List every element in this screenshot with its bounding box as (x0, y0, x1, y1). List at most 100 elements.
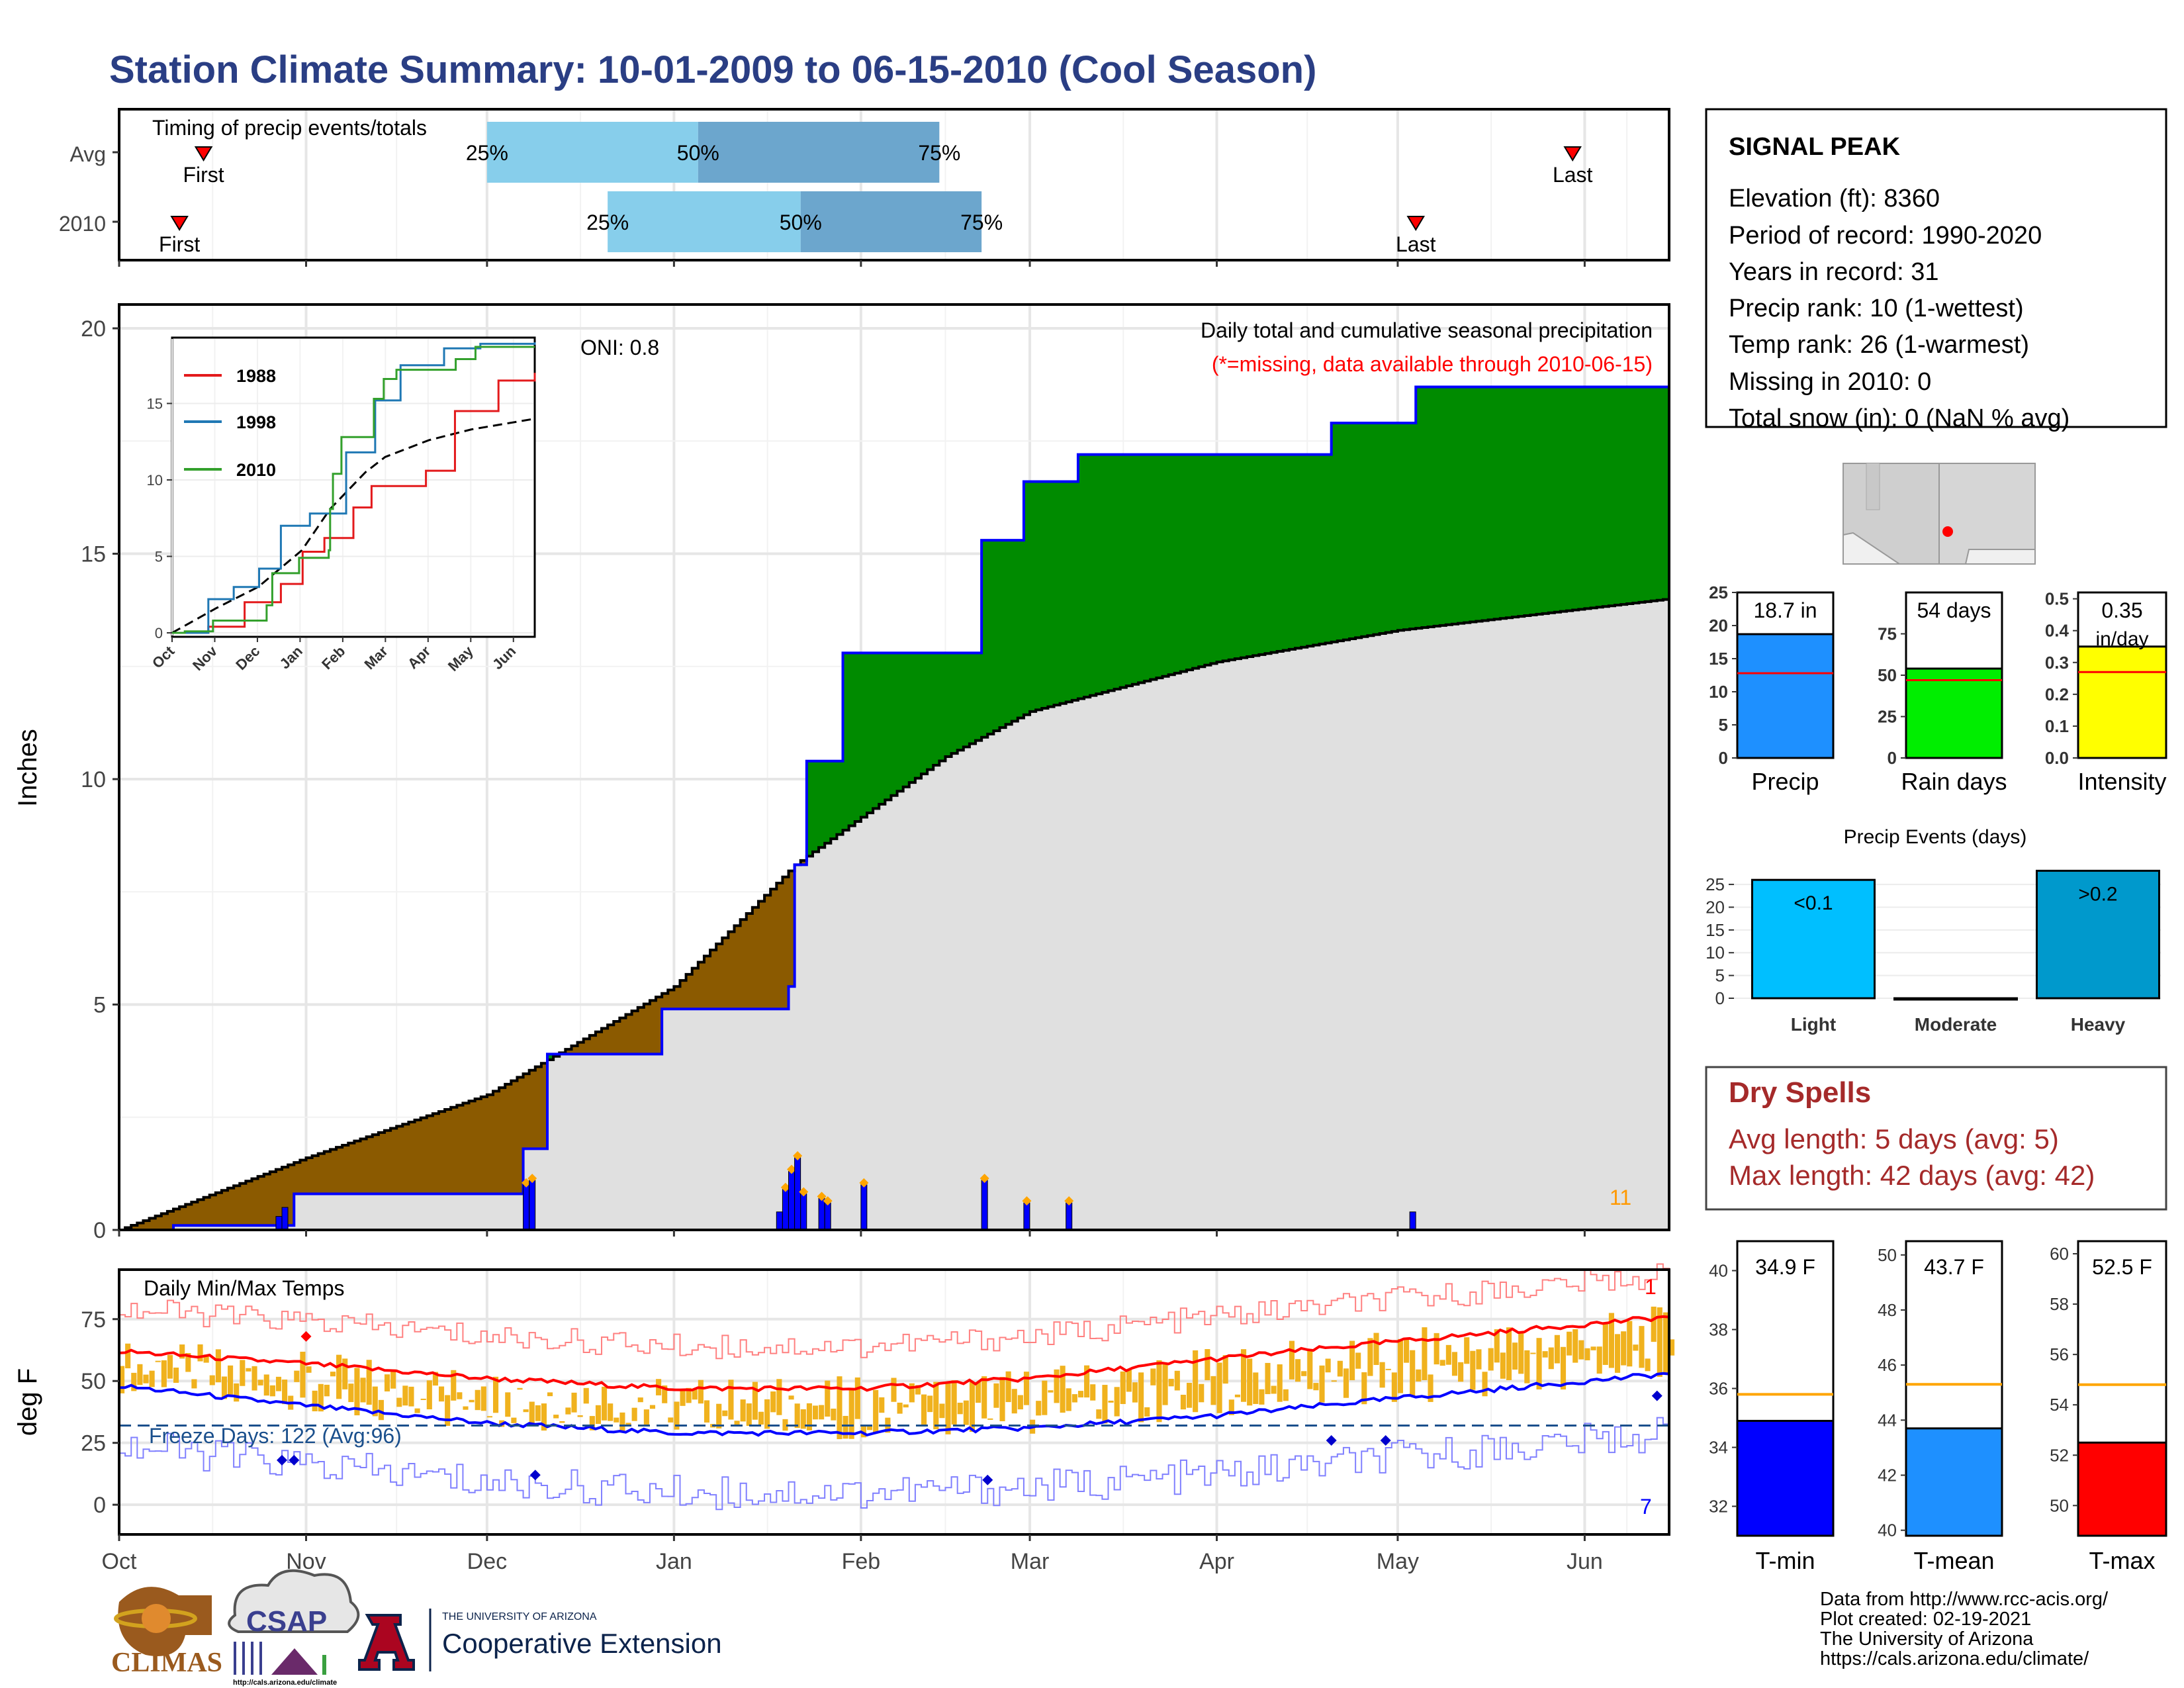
precip-frame (118, 303, 1670, 1231)
daily-temp-bar (354, 1368, 360, 1416)
daily-temp-bar (680, 1390, 686, 1406)
daily-precip-bar (794, 1157, 801, 1231)
daily-temp-bar (209, 1375, 215, 1385)
daily-temp-bar (1259, 1389, 1265, 1405)
intensity-chart-label: Intensity (2077, 768, 2166, 795)
daily-temp-bar (1126, 1370, 1132, 1392)
daily-temp-bar (463, 1406, 469, 1410)
daily-temp-bar (1319, 1365, 1325, 1403)
daily-temp-bar (595, 1405, 602, 1425)
daily-temp-bar (119, 1366, 125, 1393)
inset-xtick-label: Jan (276, 643, 305, 672)
daily-temp-bar (927, 1395, 933, 1413)
daily-temp-bar (1445, 1344, 1451, 1365)
daily-temp-bar (215, 1349, 221, 1383)
surplus-area (119, 387, 1669, 1230)
station-name: SIGNAL PEAK (1729, 133, 1901, 161)
temp-panel-title: Daily Min/Max Temps (144, 1276, 344, 1300)
daily-temp-bar (1379, 1362, 1385, 1388)
daily-temp-bar (1283, 1389, 1289, 1401)
temp-ytick-label: 0 (93, 1493, 106, 1518)
footer-line-org: The University of Arizona (1820, 1628, 2034, 1650)
timing-quantile-label-avg: 75% (918, 141, 960, 165)
daily-temp-bar (318, 1383, 324, 1412)
record-low-marker (529, 1470, 541, 1481)
daily-precip-marker (787, 1164, 797, 1174)
inset-chart: 0 5 10 15 Oct Nov Dec Jan Feb Mar Apr May Jun 1988 1… (147, 336, 536, 675)
daily-temp-bar (891, 1378, 897, 1402)
rain-days-chart-bar (1905, 667, 2003, 759)
tmin-chart-ytick-label: 36 (1709, 1379, 1728, 1399)
events-category-label: Heavy (2071, 1014, 2126, 1035)
station-line-years: Years in record: 31 (1729, 258, 1939, 286)
daily-temp-bar (897, 1402, 903, 1414)
daily-temp-bar (740, 1399, 746, 1422)
daily-temp-bar (294, 1370, 300, 1382)
daily-temp-bar (137, 1364, 143, 1385)
month-label: Apr (1199, 1549, 1234, 1574)
daily-temp-bar (1337, 1360, 1343, 1377)
daily-temp-bar (1385, 1368, 1391, 1370)
precip-ytick-label: 10 (81, 767, 106, 792)
daily-temp-bar (806, 1403, 812, 1430)
daily-temp-bar (529, 1401, 535, 1426)
daily-temp-bar (1048, 1390, 1054, 1393)
station-line-precip-rank: Precip rank: 10 (1-wettest) (1729, 295, 2024, 322)
daily-temp-bar (1458, 1362, 1464, 1382)
timing-title: Timing of precip events/totals (152, 116, 427, 140)
footer-line-url: https://cals.arizona.edu/climate/ (1820, 1648, 2089, 1669)
events-title: Precip Events (days) (1844, 826, 2027, 848)
events-bar-moderate (1893, 997, 2018, 1001)
daily-temp-bar (1156, 1360, 1162, 1423)
precip-ylabel: Inches (13, 729, 42, 807)
daily-precip-bar (824, 1202, 831, 1231)
timing-panel: Timing of precip events/totals Avg 2010 … (59, 108, 1670, 267)
record-low-count: 7 (1640, 1495, 1652, 1519)
daily-temp-bar (1361, 1372, 1367, 1405)
inset-legend-2010: 2010 (236, 460, 276, 480)
daily-temp-bar (1488, 1348, 1494, 1371)
daily-temp-bar (553, 1415, 559, 1419)
temp-ytick-label: 50 (81, 1369, 106, 1394)
daily-temp-bar (764, 1399, 770, 1429)
record-high-marker (300, 1331, 312, 1342)
inset-xtick-label: Feb (318, 643, 348, 673)
daily-temp-bar (957, 1403, 963, 1415)
daily-temp-bar (1343, 1368, 1349, 1398)
daily-temp-bar (300, 1351, 306, 1398)
daily-temp-bar (800, 1409, 806, 1429)
intensity-chart-bar (2077, 645, 2167, 759)
station-location-marker (1942, 526, 1953, 537)
events-chart: Precip Events (days) 05 10 15 20 25 <0.1 Light… (1706, 826, 2166, 1035)
month-label: May (1377, 1549, 1419, 1574)
daily-precip-bar (529, 1180, 536, 1231)
daily-temp-bar (866, 1426, 873, 1430)
daily-temp-bar (945, 1382, 951, 1434)
daily-temp-bar (1464, 1337, 1470, 1364)
daily-temp-bar (674, 1401, 680, 1430)
daily-temp-bar (1578, 1340, 1584, 1360)
precip-ytick-label: 5 (93, 993, 106, 1018)
daily-temp-bar (722, 1410, 728, 1417)
daily-temp-bar (1054, 1369, 1060, 1403)
daily-temp-bar (602, 1386, 608, 1421)
daily-temp-bar (306, 1366, 312, 1373)
daily-temp-bar (1265, 1362, 1271, 1395)
station-line-elevation: Elevation (ft): 8360 (1729, 185, 1940, 212)
daily-temp-bar (1005, 1371, 1011, 1403)
daily-temp-bar (837, 1376, 842, 1440)
daily-temp-bar (511, 1417, 517, 1423)
daily-temp-bar (396, 1397, 402, 1407)
daily-temp-bar (1253, 1372, 1259, 1404)
daily-temp-bar (414, 1408, 420, 1413)
daily-temp-bar (1404, 1339, 1410, 1363)
daily-temp-bar (776, 1379, 782, 1415)
daily-temp-bar (825, 1380, 831, 1417)
record-low-marker (1380, 1434, 1391, 1446)
station-line-temp-rank: Temp rank: 26 (1-warmest) (1729, 331, 2029, 359)
tmin-chart-value-label: 34.9 F (1755, 1255, 1815, 1279)
timing-row-2010: 2010 (59, 212, 106, 236)
tmax-chart: 52.5 F T-max 50 52 54 56 58 60 (2050, 1240, 2167, 1574)
daily-temp-bar (480, 1386, 486, 1411)
tmean-chart-ytick-label: 48 (1878, 1300, 1897, 1320)
